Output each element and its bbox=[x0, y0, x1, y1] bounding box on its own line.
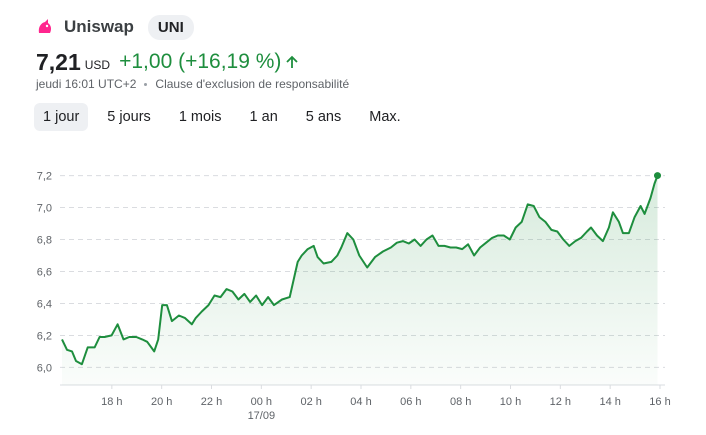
y-tick-label: 6,0 bbox=[37, 362, 52, 374]
y-tick-label: 6,6 bbox=[37, 266, 52, 278]
range-tab[interactable]: 1 jour bbox=[34, 103, 89, 131]
logo bbox=[38, 19, 52, 33]
last-point bbox=[654, 172, 662, 180]
x-tick-label: 04 h bbox=[350, 396, 371, 408]
y-tick-label: 6,2 bbox=[37, 330, 52, 342]
x-tick-label: 20 h bbox=[151, 396, 172, 408]
x-tick-label: 16 h bbox=[649, 396, 670, 408]
x-tick-label: 14 h bbox=[599, 396, 620, 408]
x-tick-label: 10 h bbox=[500, 396, 521, 408]
x-tick-label: 02 h bbox=[300, 396, 321, 408]
title-row: Uniswap UNI bbox=[36, 14, 194, 40]
y-tick-label: 7,2 bbox=[37, 171, 52, 183]
range-tab[interactable]: 5 ans bbox=[305, 109, 342, 125]
y-tick-label: 6,4 bbox=[37, 298, 52, 310]
disclaimer[interactable]: Clause d'exclusion de responsabilité bbox=[155, 77, 350, 91]
area bbox=[62, 175, 658, 385]
range-tab[interactable]: 5 jours bbox=[107, 109, 151, 125]
meta-row: jeudi 16:01 UTC+2 Clause d'exclusion de … bbox=[36, 77, 349, 91]
y-tick-label: 6,8 bbox=[37, 235, 52, 247]
range-tab[interactable]: Max. bbox=[369, 109, 401, 125]
currency: USD bbox=[84, 58, 111, 72]
y-tick-label: 7,0 bbox=[37, 203, 52, 215]
x-tick-label: 22 h bbox=[201, 396, 222, 408]
ticker: UNI bbox=[147, 14, 194, 40]
change: +1,00 (+16,19 %) bbox=[119, 50, 282, 73]
x-tick-label: 00 h bbox=[251, 396, 272, 408]
range-tab[interactable]: 1 mois bbox=[178, 109, 222, 125]
x-tick-label: 06 h bbox=[400, 396, 421, 408]
separator bbox=[144, 82, 148, 86]
price-row: 7,21 USD +1,00 (+16,19 %) bbox=[36, 47, 303, 77]
range-tab[interactable]: 1 an bbox=[249, 109, 278, 125]
timestamp: jeudi 16:01 UTC+2 bbox=[36, 77, 137, 91]
x-tick-label: 08 h bbox=[450, 396, 471, 408]
price-line bbox=[61, 175, 659, 366]
x-tick-label: 12 h bbox=[550, 396, 571, 408]
date-label: 17/09 bbox=[248, 410, 276, 422]
x-tick-label: 18 h bbox=[101, 396, 122, 408]
price: 7,21 bbox=[36, 48, 81, 75]
up-arrow bbox=[286, 55, 299, 68]
range-tabs: 1 jour 5 jours 1 mois 1 an 5 ans Max. bbox=[34, 103, 420, 131]
asset-name: Uniswap bbox=[64, 17, 134, 36]
